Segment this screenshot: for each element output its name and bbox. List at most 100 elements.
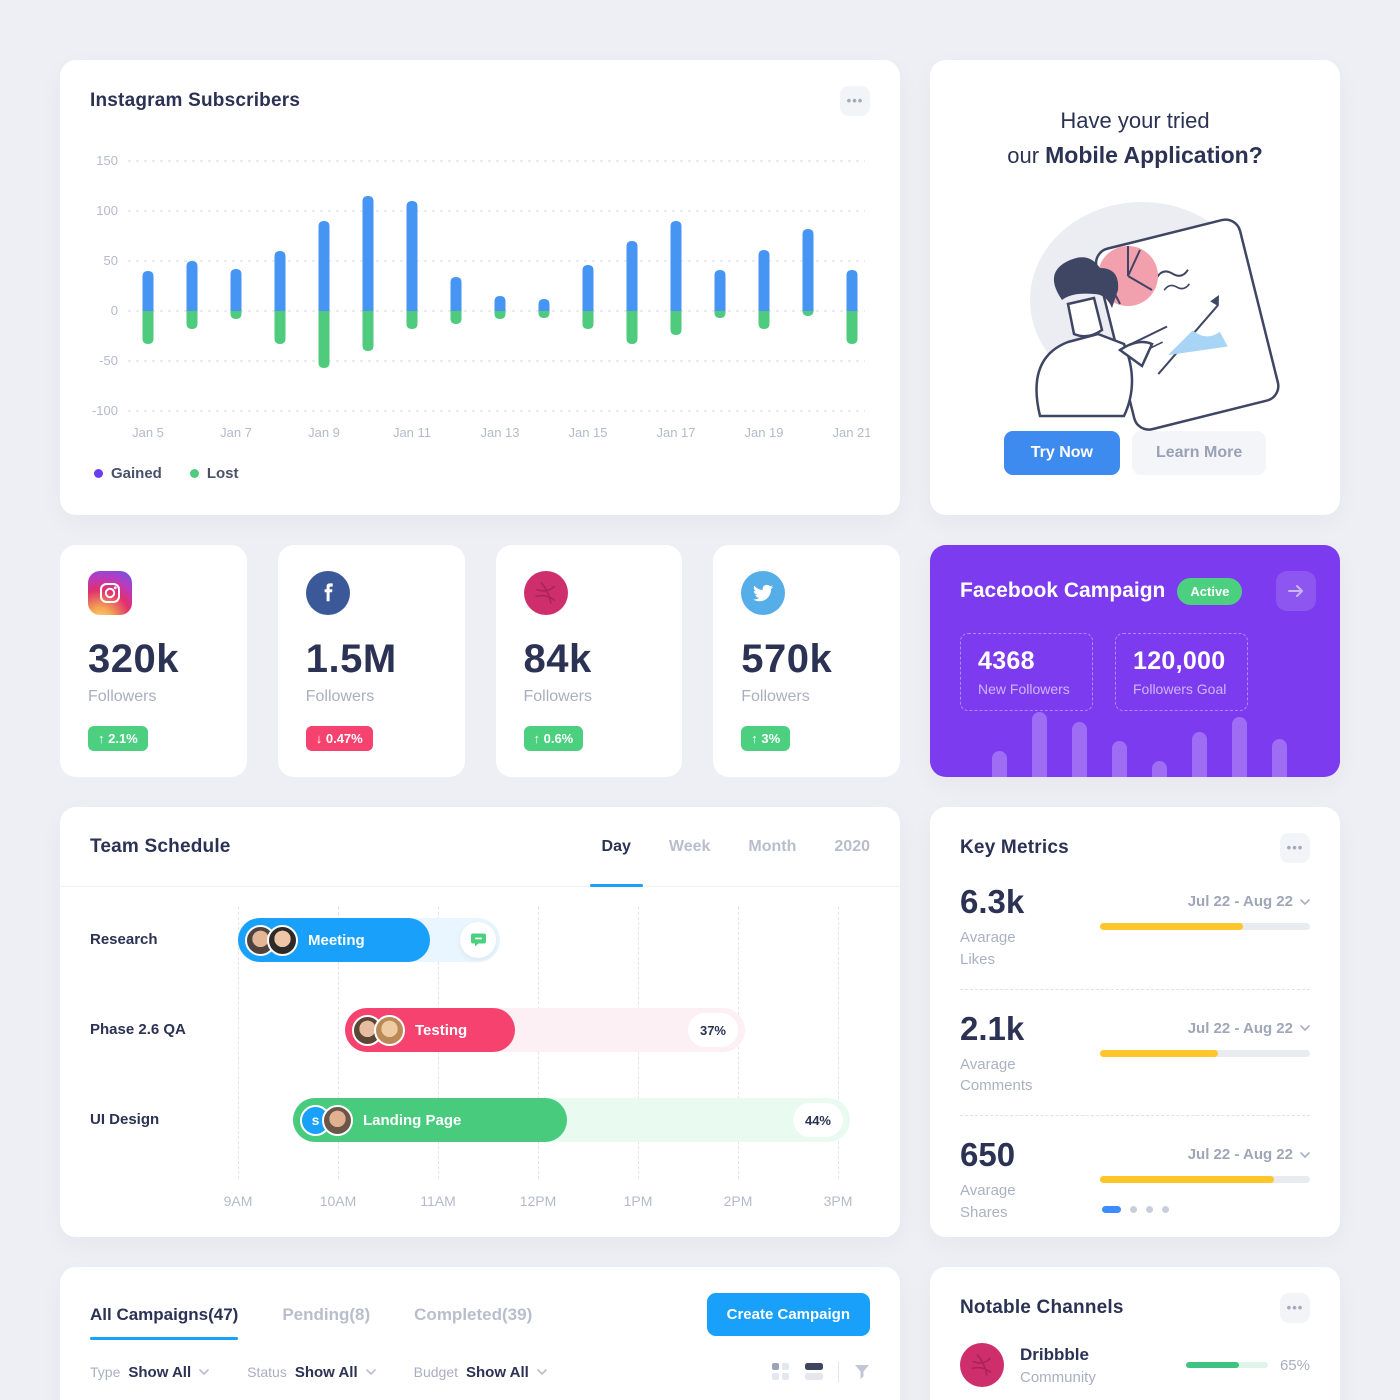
pagination-dot[interactable] — [1101, 1206, 1121, 1213]
team-schedule-card: Team Schedule Day Week Month 2020 9AM 10AM 11… — [60, 807, 900, 1237]
tab-month[interactable]: Month — [748, 837, 797, 855]
followers-count: 570k — [741, 637, 833, 681]
mini-bar — [992, 751, 1007, 777]
more-options-icon[interactable]: ••• — [840, 86, 870, 116]
dribbble-icon — [534, 581, 556, 604]
progress-fill — [1185, 1362, 1240, 1368]
filter-value: Show All — [294, 1363, 358, 1381]
bar-lost — [670, 311, 682, 335]
campaign-tabs: All Campaigns(47) Pending(8) Completed(39) — [90, 1304, 533, 1340]
tab-all-campaigns-[interactable]: All Campaigns(47) — [90, 1304, 239, 1340]
filter-label: Type — [90, 1364, 121, 1380]
filter-status[interactable]: Status Show All — [247, 1363, 376, 1381]
time-label: 1PM — [623, 1193, 653, 1209]
progress-fill — [1100, 1176, 1275, 1183]
gantt-gridline — [238, 907, 239, 1179]
period-selector[interactable]: Jul 22 - Aug 22 — [1100, 893, 1310, 910]
card-title: Team Schedule — [90, 835, 231, 857]
list-view-icon[interactable] — [805, 1363, 823, 1381]
tab-pending-[interactable]: Pending(8) — [282, 1304, 371, 1324]
bar-gained — [230, 269, 242, 311]
dribbble-icon — [960, 1343, 1004, 1387]
mini-bar — [1072, 722, 1087, 777]
bar-gained — [626, 241, 638, 311]
x-tick-label: Jan 5 — [132, 425, 164, 440]
more-options-icon[interactable]: ••• — [1280, 833, 1310, 863]
chat-bubble-icon — [470, 933, 486, 946]
tab-week[interactable]: Week — [668, 837, 711, 855]
bar-gained — [538, 299, 550, 311]
tab-day[interactable]: Day — [589, 837, 644, 887]
pagination-dot[interactable] — [1161, 1206, 1169, 1213]
filter-type[interactable]: Type Show All — [90, 1364, 209, 1381]
x-tick-label: Jan 13 — [480, 425, 519, 440]
mini-bar — [1272, 739, 1287, 777]
followers-label: Followers — [88, 688, 157, 705]
chart-legend: Gained Lost — [94, 465, 239, 482]
more-options-icon[interactable]: ••• — [1280, 1293, 1310, 1323]
promo-heading-line1: Have your tried — [1060, 108, 1210, 133]
task-pill[interactable]: Meeting — [238, 918, 430, 962]
instagram-icon — [88, 571, 132, 615]
pagination-dot[interactable] — [1129, 1206, 1137, 1213]
bar-gained — [450, 277, 462, 311]
bar-lost — [758, 311, 770, 329]
metric-left: 2.1k Avarage Comments — [960, 1010, 1033, 1098]
promo-heading: Have your tried our Mobile Application? — [930, 104, 1340, 174]
metric-right: Jul 22 - Aug 22 — [1100, 1136, 1310, 1224]
svg-text:-50: -50 — [99, 353, 118, 368]
followers-count: 84k — [523, 637, 592, 681]
tab-completed-[interactable]: Completed(39) — [414, 1304, 533, 1324]
bar-lost — [230, 311, 242, 319]
chevron-down-icon — [365, 1369, 376, 1375]
campaigns-card: All Campaigns(47) Pending(8) Completed(39)… — [60, 1267, 900, 1400]
progress-track — [1100, 1049, 1310, 1057]
social-stat-card-instagram: 320k Followers ↑ 2.1% — [60, 545, 247, 777]
task-name: Meeting — [308, 931, 365, 949]
mini-bar — [1232, 717, 1247, 777]
metric-value: 6.3k — [960, 883, 1025, 920]
gantt-gridline — [338, 907, 339, 1179]
task-name: Landing Page — [363, 1111, 462, 1129]
stat-label: New Followers — [978, 681, 1070, 697]
campaign-stats: 4368 New Followers 120,000 Followers Goal — [960, 633, 1310, 711]
comment-icon[interactable] — [460, 922, 496, 958]
learn-more-button[interactable]: Learn More — [1131, 431, 1267, 475]
channels-list: Dribbble Community 65% — [930, 1323, 1340, 1400]
trend-badge: ↑ 0.6% — [523, 726, 584, 751]
chevron-down-icon — [199, 1369, 209, 1375]
card-title: Instagram Subscribers — [90, 90, 301, 111]
avatar — [374, 1014, 405, 1046]
legend-dot — [189, 469, 199, 478]
filter-value: Show All — [466, 1363, 529, 1381]
stat-value: 120,000 — [1133, 647, 1226, 675]
period-selector[interactable]: Jul 22 - Aug 22 — [1100, 1146, 1310, 1163]
task-pill[interactable]: s Landing Page — [293, 1098, 567, 1142]
legend-item: Lost — [189, 465, 239, 482]
create-campaign-button[interactable]: Create Campaign — [706, 1293, 870, 1336]
divider — [838, 1362, 839, 1382]
pagination-dot[interactable] — [1145, 1206, 1153, 1213]
metric-row: 650 Avarage Shares Jul 22 - Aug 22 — [960, 1116, 1310, 1242]
period-selector[interactable]: Jul 22 - Aug 22 — [1100, 1020, 1310, 1037]
filter-budget[interactable]: Budget Show All — [414, 1364, 547, 1381]
chevron-down-icon — [1300, 1151, 1310, 1158]
instagram-subscribers-card: Instagram Subscribers ••• 150 100 50 0 -50 -1… — [60, 60, 900, 515]
try-now-button[interactable]: Try Now — [1003, 431, 1120, 475]
time-label: 10AM — [319, 1193, 357, 1209]
arrow-right-button[interactable] — [1276, 571, 1316, 611]
x-tick-label: Jan 17 — [656, 425, 695, 440]
x-tick-label: Jan 15 — [568, 425, 607, 440]
bar-gained — [406, 201, 418, 311]
status-badge: Active — [1177, 577, 1243, 605]
filter-funnel-icon[interactable] — [854, 1364, 870, 1380]
tab-2020[interactable]: 2020 — [834, 837, 870, 855]
grid-view-icon[interactable] — [772, 1363, 790, 1381]
bar-gained — [362, 196, 374, 311]
progress-track — [1100, 1176, 1310, 1183]
progress-track — [1185, 1362, 1268, 1368]
avatar — [322, 1104, 353, 1136]
task-pill[interactable]: Testing — [345, 1008, 515, 1052]
followers-label: Followers — [305, 688, 375, 705]
